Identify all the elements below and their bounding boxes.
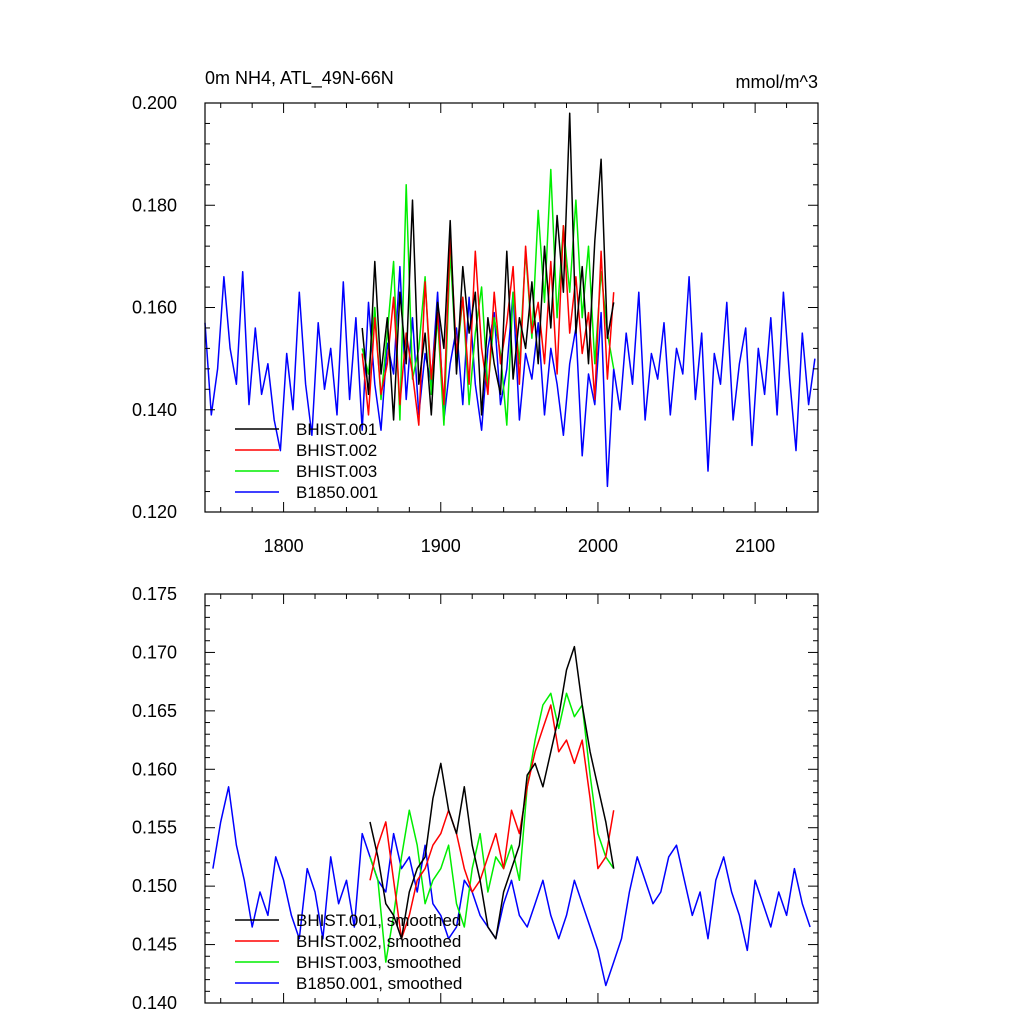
y-tick-label: 0.200 [132,93,177,113]
series-line-bhist-001-smoothed [369,645,615,940]
x-tick-label: 2100 [735,536,775,556]
y-tick-label: 0.180 [132,195,177,215]
series-line-bhist-003-smoothed [369,692,615,963]
y-tick-label: 0.140 [132,993,177,1013]
y-tick-label: 0.120 [132,502,177,522]
top-title-right: mmol/m^3 [736,72,818,92]
series-group [204,112,816,488]
top-plot-area: 0.120 0.140 0.160 0.180 0.200 1800 1900 2000 210… [132,93,819,556]
series-line-b1850-001-smoothed [212,786,811,987]
bottom-plot-area: 0.140 0.145 0.150 0.155 0.160 0.165 0.170 0.175… [132,584,819,1013]
legend-label: BHIST.002, smoothed [296,932,461,951]
y-tick-label: 0.175 [132,584,177,604]
legend-label: B1850.001 [296,483,378,502]
series-line-bhist-002-smoothed [369,704,615,940]
plot-frame [204,593,819,1004]
y-tick-label: 0.160 [132,759,177,779]
top-panel: 0m NH4, ATL_49N-66N mmol/m^3 0.1200.1400… [132,68,819,556]
y-tick-label: 0.150 [132,876,177,896]
legend-label: BHIST.003 [296,462,377,481]
bottom-panel: 0.140 0.145 0.150 0.155 0.160 0.165 0.170 0.175… [132,584,819,1013]
legend-label: BHIST.003, smoothed [296,953,461,972]
series-line-bhist-001 [361,112,615,421]
y-tick-label: 0.170 [132,642,177,662]
legend-label: BHIST.002 [296,441,377,460]
legend: BHIST.001 BHIST.002 BHIST.003 B1850.001 [235,420,378,502]
legend-label: BHIST.001, smoothed [296,911,461,930]
x-tick-label: 1800 [264,536,304,556]
series-line-b1850-001 [204,265,816,488]
y-tick-label: 0.155 [132,818,177,838]
legend-label: B1850.001, smoothed [296,974,462,993]
series-line-bhist-002 [361,224,615,426]
x-tick-label: 2000 [578,536,618,556]
y-tick-label: 0.145 [132,935,177,955]
x-tick-label: 1900 [421,536,461,556]
legend-label: BHIST.001 [296,420,377,439]
y-tick-label: 0.160 [132,298,177,318]
series-group [212,645,811,987]
y-tick-label: 0.165 [132,701,177,721]
top-title-left: 0m NH4, ATL_49N-66N [205,68,394,89]
legend: BHIST.001, smoothed BHIST.002, smoothed BH… [235,911,462,993]
y-tick-label: 0.140 [132,400,177,420]
